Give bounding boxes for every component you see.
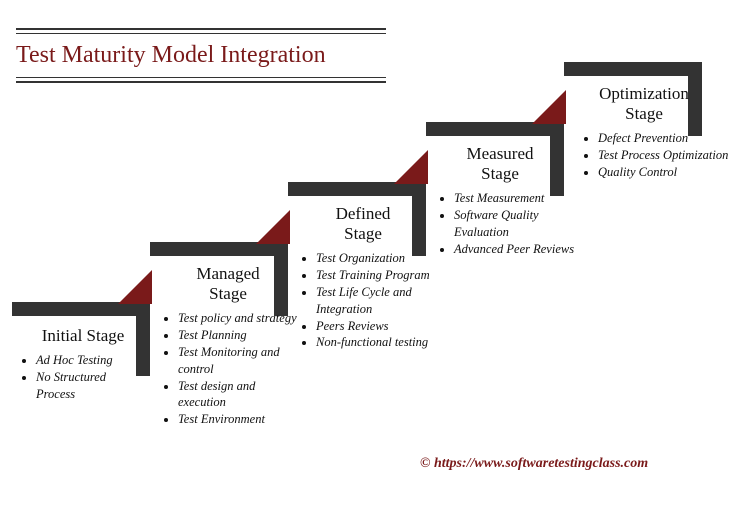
stage-title: Measured Stage [450, 144, 550, 183]
step-vertical-bar [412, 182, 426, 256]
title-rule [16, 33, 386, 34]
stage-item-list: Defect PreventionTest Process Optimizati… [580, 130, 730, 181]
stage-item: No Structured Process [36, 369, 148, 403]
step-horizontal-bar [150, 242, 288, 256]
page-title: Test Maturity Model Integration [16, 40, 386, 73]
stage-item: Test design and execution [178, 378, 300, 412]
stage-item: Software Quality Evaluation [454, 207, 576, 241]
stage-item-list: Ad Hoc TestingNo Structured Process [18, 352, 148, 403]
stage-item: Test policy and strategy [178, 310, 300, 327]
stage-item: Ad Hoc Testing [36, 352, 148, 369]
stage-item: Advanced Peer Reviews [454, 241, 576, 258]
stage-item: Test Process Optimization [598, 147, 730, 164]
stage-title: Managed Stage [178, 264, 278, 303]
stage-item-list: Test OrganizationTest Training ProgramTe… [298, 250, 440, 351]
stage-item-list: Test MeasurementSoftware Quality Evaluat… [436, 190, 576, 258]
copyright-text: © https://www.softwaretestingclass.com [420, 456, 648, 472]
stage-item: Test Environment [178, 411, 300, 428]
title-rule [16, 77, 386, 78]
stage-item: Test Training Program [316, 267, 440, 284]
step-horizontal-bar [288, 182, 426, 196]
stage-item-list: Test policy and strategyTest PlanningTes… [160, 310, 300, 428]
title-rule [16, 28, 386, 30]
stage-item: Defect Prevention [598, 130, 730, 147]
stage-item: Non-functional testing [316, 334, 440, 351]
step-vertical-bar [550, 122, 564, 196]
stage-item: Test Measurement [454, 190, 576, 207]
stage-title: Initial Stage [28, 326, 138, 346]
stage-item: Test Life Cycle and Integration [316, 284, 440, 318]
stage-item: Quality Control [598, 164, 730, 181]
step-horizontal-bar [12, 302, 150, 316]
accent-triangle [394, 150, 428, 184]
stage-item: Peers Reviews [316, 318, 440, 335]
title-block: Test Maturity Model Integration [16, 28, 386, 83]
stage-item: Test Organization [316, 250, 440, 267]
stage-item: Test Planning [178, 327, 300, 344]
accent-triangle [532, 90, 566, 124]
title-rule [16, 81, 386, 83]
step-horizontal-bar [426, 122, 564, 136]
accent-triangle [256, 210, 290, 244]
stage-title: Defined Stage [318, 204, 408, 243]
stage-title: Optimization Stage [584, 84, 704, 123]
stage-item: Test Monitoring and control [178, 344, 300, 378]
accent-triangle [118, 270, 152, 304]
step-horizontal-bar [564, 62, 702, 76]
